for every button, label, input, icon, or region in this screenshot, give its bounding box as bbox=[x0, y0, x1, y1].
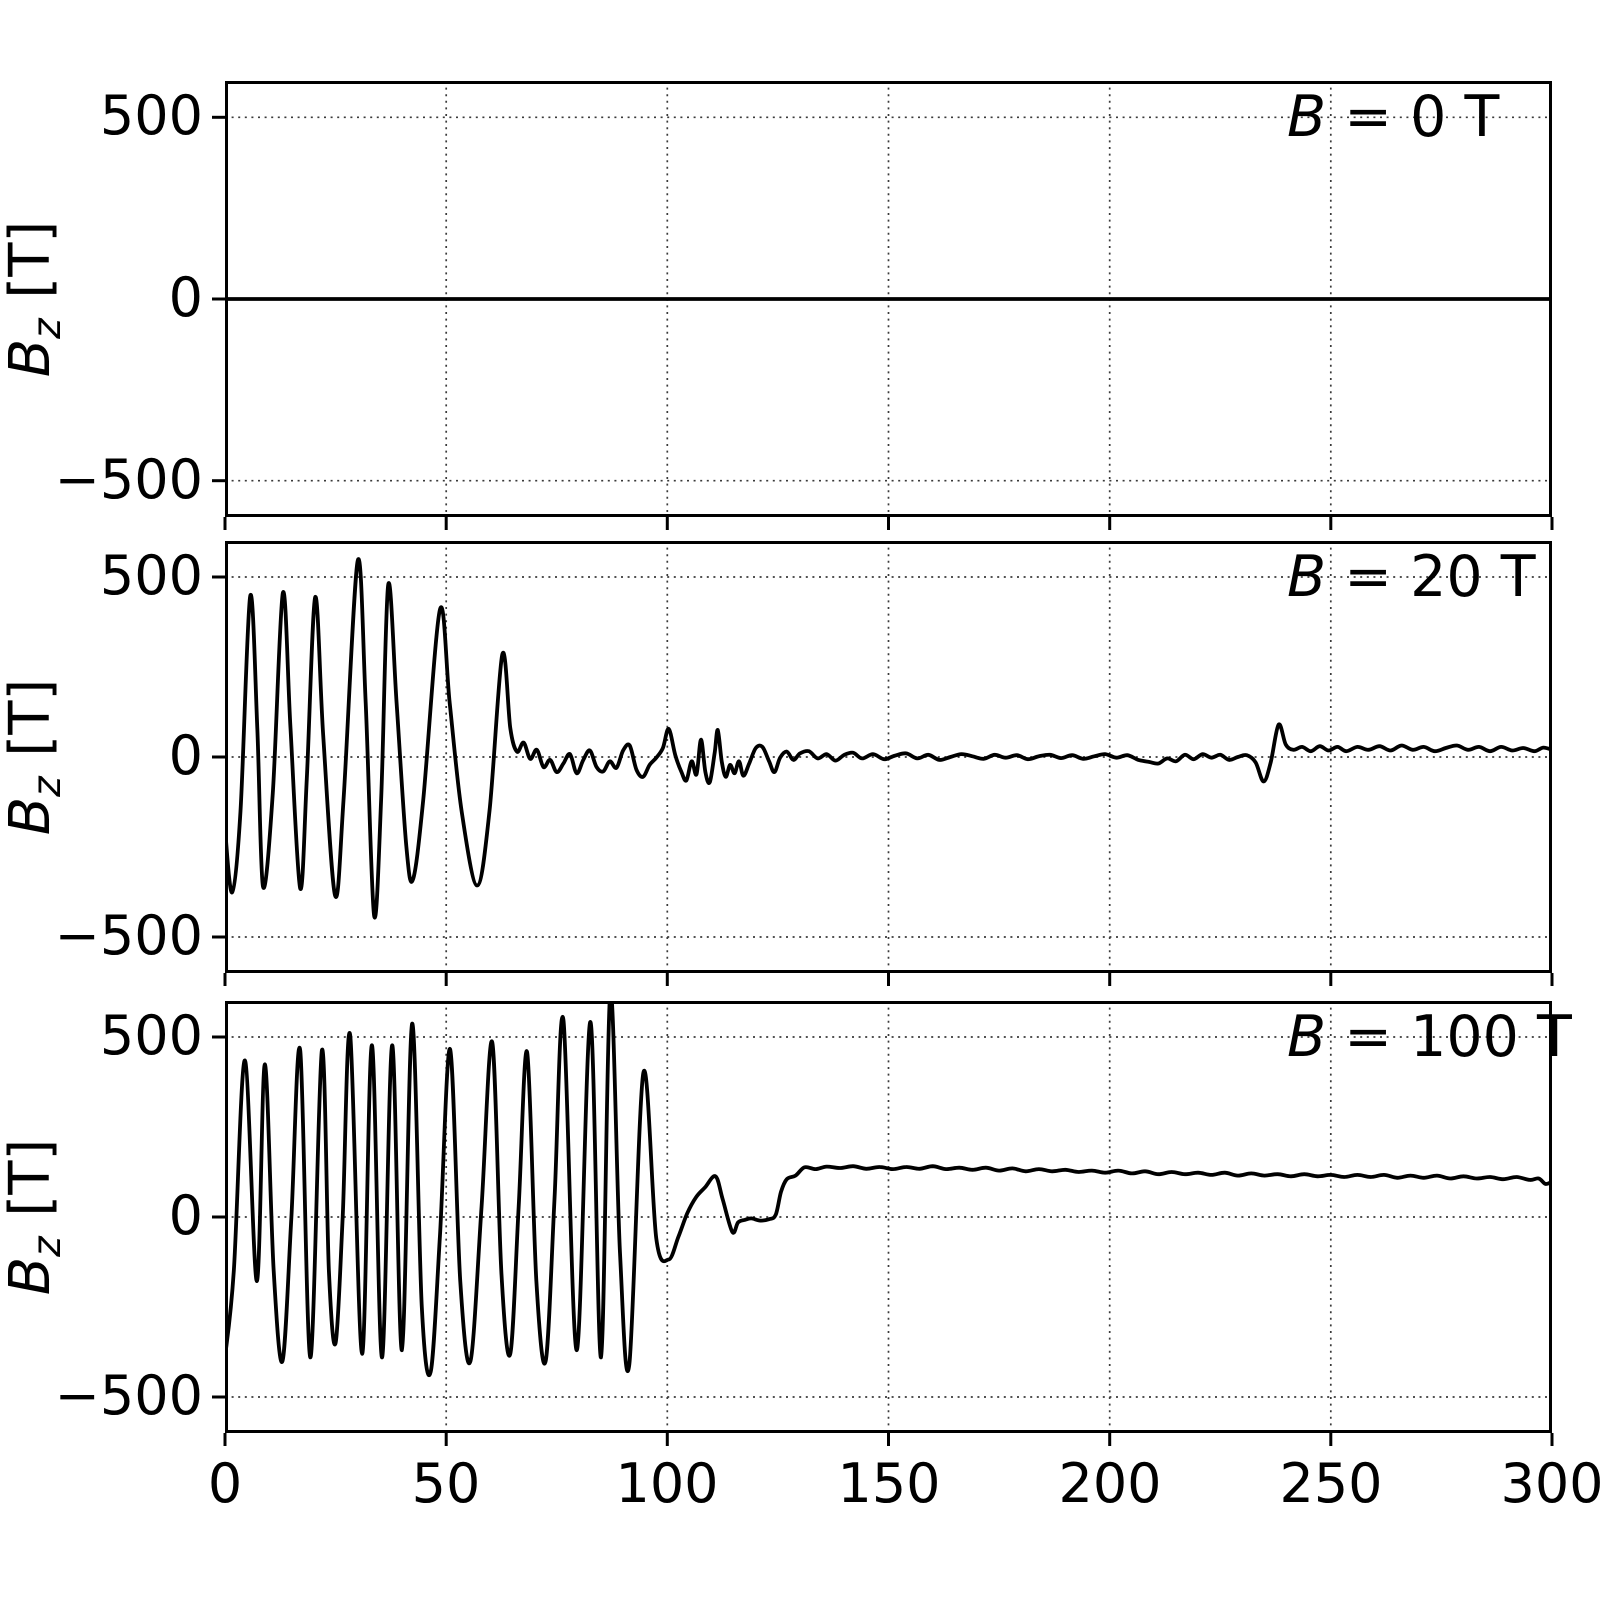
panel-b-100t: 500 0 −500 B = 100 T bbox=[55, 1001, 1572, 1446]
y-axis-label-symbol: B bbox=[0, 338, 64, 378]
x-tick-label: 200 bbox=[1058, 1452, 1162, 1515]
panel-b-0t: 500 0 −500 B = 0 T bbox=[55, 81, 1554, 530]
annotation-value: = 20 T bbox=[1326, 544, 1536, 610]
plot-area-b-0t bbox=[212, 81, 1554, 530]
annotation-symbol: B bbox=[1287, 1004, 1327, 1070]
panel-annotation-b-20t: B = 20 T bbox=[1287, 544, 1536, 611]
annotation-symbol: B bbox=[1287, 544, 1327, 610]
y-axis-label-subscript: z bbox=[24, 1236, 70, 1257]
y-axis-label-middle: Bz [T] bbox=[0, 679, 70, 836]
y-tick-label: 0 bbox=[168, 266, 203, 330]
y-axis-label-bottom: Bz [T] bbox=[0, 1139, 70, 1296]
annotation-value: = 0 T bbox=[1326, 84, 1500, 150]
panel-annotation-b-100t: B = 100 T bbox=[1287, 1004, 1572, 1071]
y-tick-label: 0 bbox=[168, 724, 203, 788]
plot-area-b-100t bbox=[212, 1001, 1554, 1446]
y-axis-label-symbol: B bbox=[0, 796, 64, 836]
y-tick-label: −500 bbox=[54, 1364, 203, 1428]
y-axis-label-subscript: z bbox=[24, 776, 70, 797]
y-axis-label-symbol: B bbox=[0, 1256, 64, 1296]
panel-b-20t: 500 0 −500 B = 20 T bbox=[55, 541, 1554, 986]
y-tick-label: 0 bbox=[168, 1184, 203, 1248]
y-axis-label-top: Bz [T] bbox=[0, 221, 70, 378]
y-axis-label-subscript: z bbox=[24, 318, 70, 339]
y-tick-label: −500 bbox=[54, 904, 203, 968]
y-tick-label: −500 bbox=[54, 448, 203, 512]
panel-annotation-b-0t: B = 0 T bbox=[1287, 84, 1500, 151]
x-tick-label: 150 bbox=[837, 1452, 941, 1515]
y-axis-label-unit: [T] bbox=[0, 678, 64, 757]
plot-area-b-20t bbox=[212, 541, 1554, 986]
y-tick-label: 500 bbox=[99, 544, 203, 608]
x-tick-label: 300 bbox=[1500, 1452, 1600, 1515]
x-tick-label: 0 bbox=[207, 1452, 243, 1515]
y-axis-label-unit: [T] bbox=[0, 220, 64, 299]
x-tick-label: 250 bbox=[1279, 1452, 1383, 1515]
y-axis-label-unit: [T] bbox=[0, 1138, 64, 1217]
annotation-symbol: B bbox=[1287, 84, 1327, 150]
y-tick-label: 500 bbox=[99, 84, 203, 148]
annotation-value: = 100 T bbox=[1326, 1004, 1572, 1070]
x-tick-label: 100 bbox=[615, 1452, 719, 1515]
y-tick-label: 500 bbox=[99, 1004, 203, 1068]
x-tick-label: 50 bbox=[411, 1452, 481, 1515]
